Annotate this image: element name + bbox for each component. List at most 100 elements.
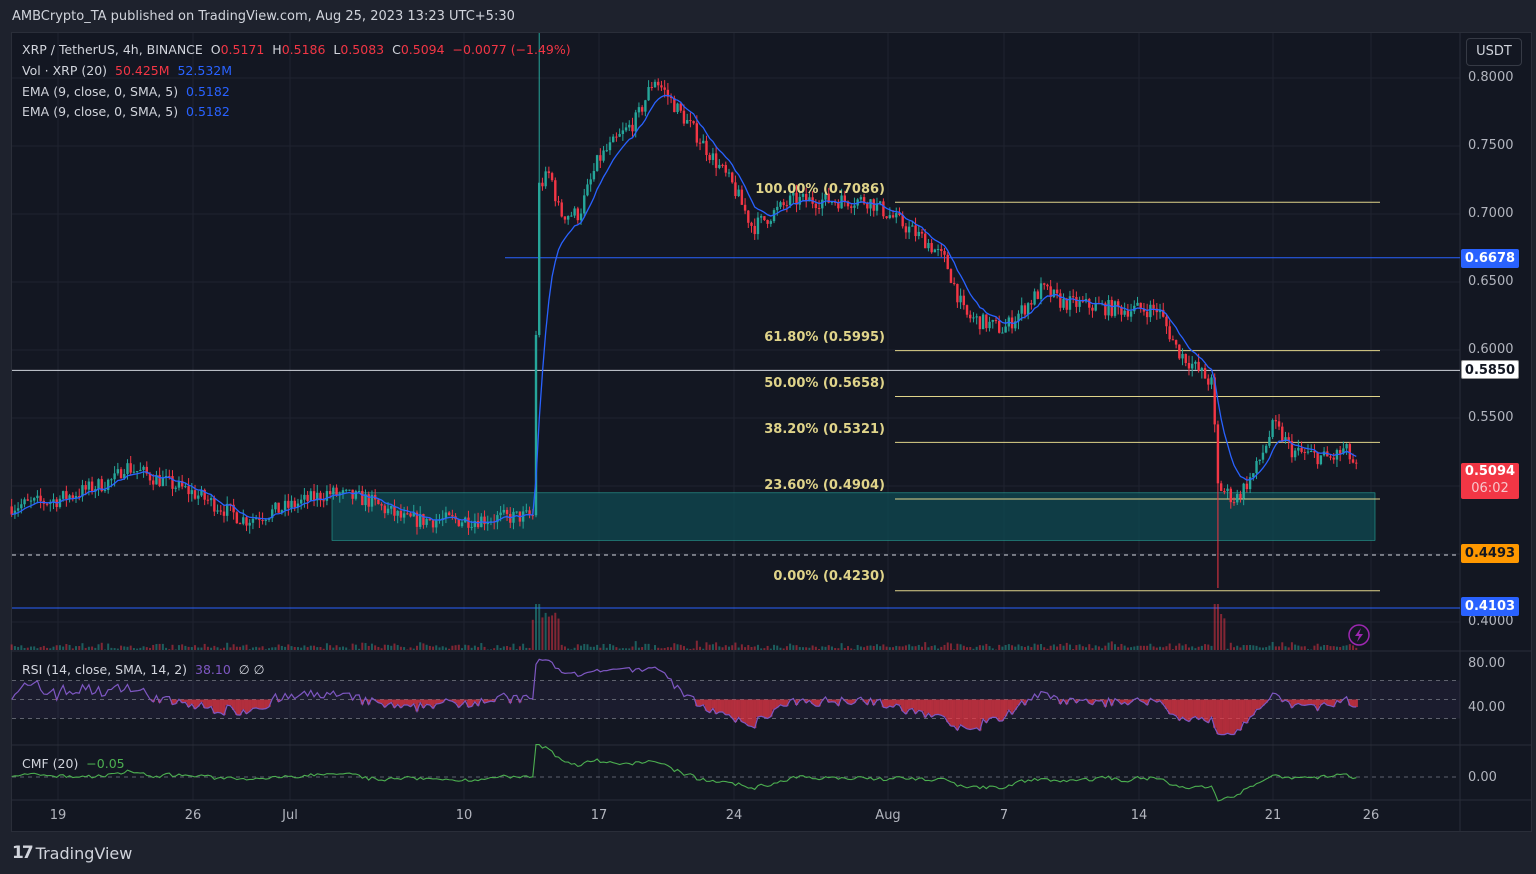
rsi-legend[interactable]: RSI (14, close, SMA, 14, 2) 38.10 ∅ ∅ bbox=[22, 662, 265, 677]
volume-bar bbox=[882, 644, 885, 650]
candle-body bbox=[396, 510, 399, 516]
candle-body bbox=[940, 249, 943, 252]
candle-body bbox=[785, 205, 789, 207]
volume-bar bbox=[71, 648, 74, 650]
volume-bar bbox=[618, 648, 621, 650]
volume-bar bbox=[203, 643, 206, 650]
candle-body bbox=[296, 503, 300, 508]
volume-bar bbox=[544, 612, 547, 650]
volume-bar bbox=[718, 646, 721, 650]
candle-body bbox=[126, 463, 129, 474]
candle-body bbox=[1078, 300, 1081, 307]
candle-body bbox=[274, 502, 277, 510]
volume-bar bbox=[673, 643, 676, 650]
volume-bar bbox=[1297, 645, 1300, 650]
volume-bar bbox=[895, 645, 898, 650]
candle-body bbox=[36, 495, 39, 499]
volume-bar bbox=[377, 646, 380, 650]
volume-bar bbox=[52, 646, 55, 650]
volume-bar bbox=[1200, 645, 1203, 650]
candle-body bbox=[377, 499, 380, 505]
volume-bar bbox=[120, 645, 123, 650]
candle-body bbox=[78, 495, 81, 497]
candle-body bbox=[357, 490, 361, 492]
candle-body bbox=[213, 498, 216, 512]
chart-frame[interactable] bbox=[11, 32, 1532, 832]
candle-body bbox=[123, 473, 126, 479]
candle-body bbox=[209, 498, 213, 501]
volume-bar bbox=[1223, 618, 1226, 650]
volume-bar bbox=[293, 646, 296, 650]
candle-body bbox=[235, 512, 239, 524]
candle-body bbox=[1297, 447, 1300, 451]
volume-bar bbox=[461, 648, 464, 650]
volume-bar bbox=[1175, 645, 1178, 650]
volume-bar bbox=[42, 645, 45, 650]
candle-body bbox=[61, 491, 65, 499]
volume-bar bbox=[1085, 647, 1088, 650]
volume-bar bbox=[364, 643, 367, 650]
volume-bar bbox=[789, 643, 792, 650]
symbol-name[interactable]: XRP / TetherUS, 4h, BINANCE bbox=[22, 42, 203, 57]
volume-bar bbox=[399, 646, 402, 650]
candle-body bbox=[689, 120, 692, 122]
volume-bar bbox=[621, 648, 624, 650]
candle-body bbox=[682, 110, 686, 124]
currency-button[interactable]: USDT bbox=[1466, 38, 1522, 66]
volume-bar bbox=[55, 645, 58, 650]
candle-body bbox=[640, 107, 644, 112]
volume-bar bbox=[473, 645, 476, 650]
publish-header: AMBCrypto_TA published on TradingView.co… bbox=[12, 9, 515, 24]
volume-bar bbox=[737, 647, 740, 650]
ema-legend-1[interactable]: EMA (9, close, 0, SMA, 5) 0.5182 bbox=[22, 84, 230, 99]
volume-bar bbox=[663, 647, 666, 650]
volume-bar bbox=[1088, 644, 1091, 650]
volume-legend[interactable]: Vol · XRP (20) 50.425M 52.532M bbox=[22, 63, 232, 78]
close-label: C bbox=[392, 42, 401, 57]
candle-body bbox=[1049, 286, 1052, 297]
volume-bar bbox=[383, 644, 386, 650]
volume-bar bbox=[592, 646, 595, 650]
volume-bar bbox=[171, 644, 174, 650]
candle-body bbox=[657, 81, 660, 86]
volume-bar bbox=[332, 647, 335, 650]
ema-legend-2[interactable]: EMA (9, close, 0, SMA, 5) 0.5182 bbox=[22, 104, 230, 119]
volume-bar bbox=[197, 647, 200, 650]
date-tick: Aug bbox=[875, 808, 901, 823]
date-tick: 7 bbox=[999, 808, 1009, 823]
candle-body bbox=[952, 282, 956, 284]
volume-bar bbox=[850, 648, 853, 650]
volume-bar bbox=[930, 646, 933, 650]
candle-body bbox=[1355, 462, 1358, 464]
volume-bar bbox=[467, 645, 470, 650]
candle-body bbox=[1039, 283, 1043, 299]
candle-body bbox=[58, 498, 62, 507]
volume-bar bbox=[599, 647, 602, 650]
volume-bar bbox=[1065, 642, 1068, 650]
candle-body bbox=[1242, 483, 1245, 499]
volume-bar bbox=[901, 646, 904, 650]
volume-bar bbox=[879, 646, 882, 650]
candle-body bbox=[1245, 483, 1249, 490]
cmf-legend[interactable]: CMF (20) −0.05 bbox=[22, 756, 125, 771]
volume-bar bbox=[689, 648, 692, 650]
candle-body bbox=[898, 213, 901, 216]
candle-body bbox=[875, 203, 879, 211]
volume-bar bbox=[1027, 645, 1030, 650]
candle-body bbox=[798, 196, 801, 205]
tv-logo-icon: 𝟭𝟳 bbox=[12, 843, 34, 863]
volume-bar bbox=[477, 647, 480, 650]
volume-bar bbox=[168, 649, 171, 650]
volume-bar bbox=[975, 646, 978, 650]
candle-body bbox=[833, 201, 837, 203]
tradingview-logo[interactable]: 𝟭𝟳 TradingView bbox=[12, 843, 132, 863]
volume-bar bbox=[210, 647, 213, 650]
volume-bar bbox=[515, 649, 518, 650]
candle-body bbox=[1030, 303, 1033, 305]
ema-label: EMA (9, close, 0, SMA, 5) bbox=[22, 84, 179, 99]
candle-body bbox=[830, 201, 834, 203]
volume-bar bbox=[1258, 647, 1261, 650]
candle-body bbox=[1300, 447, 1303, 452]
volume-bar bbox=[1126, 647, 1129, 650]
